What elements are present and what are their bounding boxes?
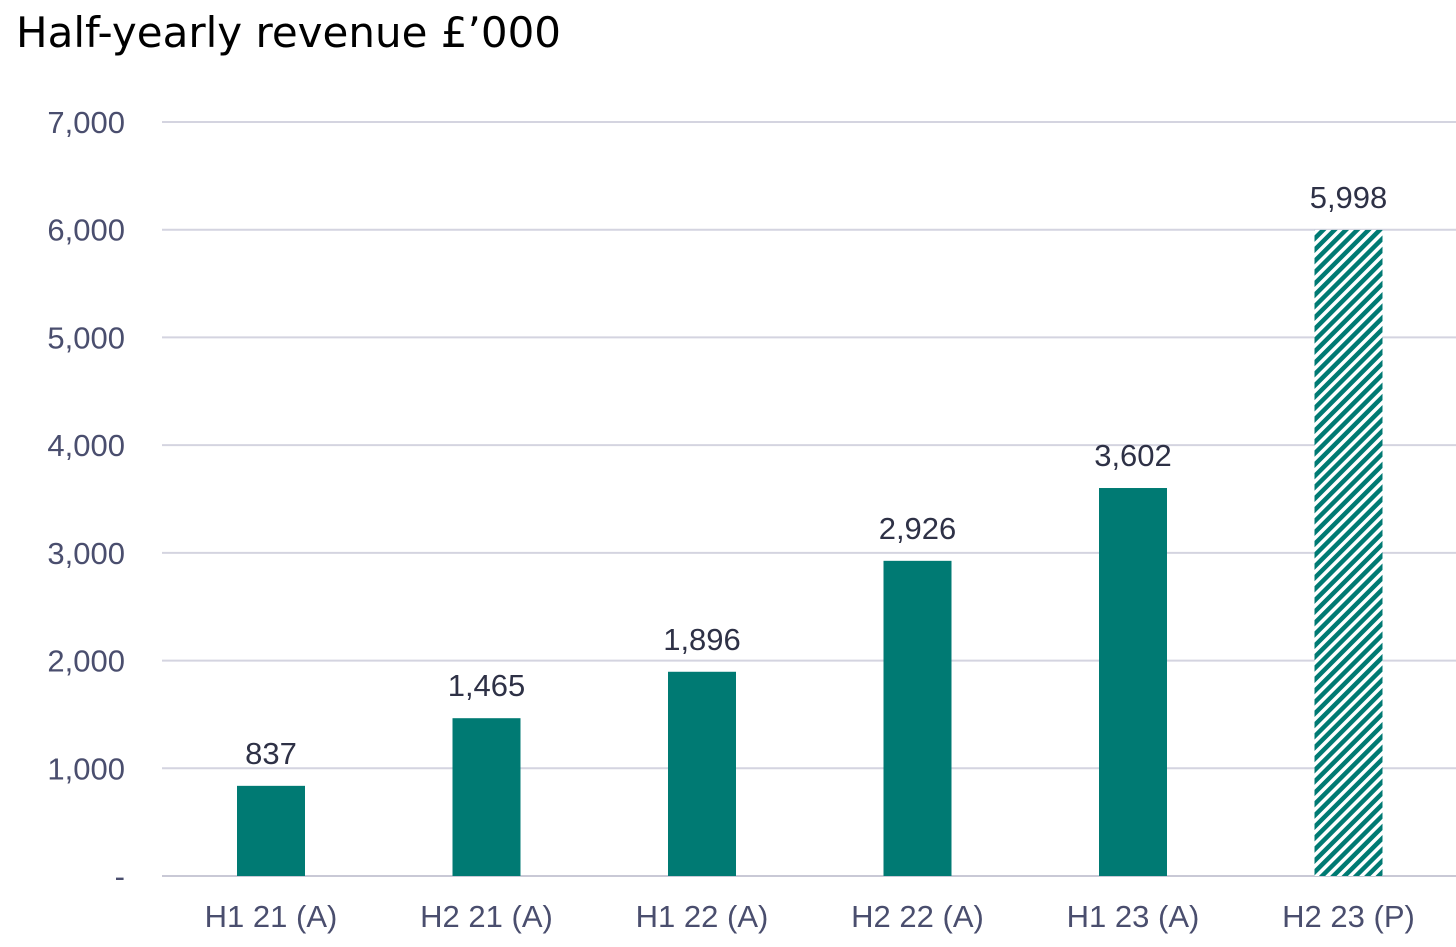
gridlines	[162, 121, 1456, 877]
y-tick-label: 6,000	[47, 213, 125, 248]
bars	[237, 229, 1383, 877]
y-axis-tick-labels: - 1,000 2,000 3,000 4,000 5,000 6,000 7,000	[47, 105, 125, 894]
data-labels: 837 1,465 1,896 2,926 3,602 5,998	[245, 180, 1387, 771]
data-label: 5,998	[1310, 180, 1388, 215]
data-label: 2,926	[879, 511, 957, 546]
x-tick-label: H1 22 (A)	[636, 899, 769, 934]
x-tick-label: H1 21 (A)	[205, 899, 338, 934]
y-tick-label: 1,000	[47, 751, 125, 786]
bar	[1099, 488, 1167, 876]
x-tick-label: H2 22 (A)	[851, 899, 984, 934]
bar	[237, 785, 305, 876]
y-tick-label: 7,000	[47, 105, 125, 140]
chart-title: Half-yearly revenue £’000	[16, 8, 562, 57]
bar	[452, 718, 521, 876]
bar	[668, 671, 736, 876]
data-label: 837	[245, 736, 297, 771]
y-tick-label: 4,000	[47, 428, 125, 463]
x-tick-label: H1 23 (A)	[1067, 899, 1200, 934]
bar-projected	[1314, 229, 1383, 877]
data-label: 3,602	[1094, 438, 1172, 473]
y-tick-label: 5,000	[47, 320, 125, 355]
x-tick-label: H2 23 (P)	[1282, 899, 1415, 934]
data-label: 1,465	[448, 668, 526, 703]
y-tick-label: 3,000	[47, 536, 125, 571]
y-tick-label: 2,000	[47, 644, 125, 679]
x-tick-label: H2 21 (A)	[420, 899, 553, 934]
x-axis-tick-labels: H1 21 (A) H2 21 (A) H1 22 (A) H2 22 (A) H1 2…	[205, 899, 1415, 934]
data-label: 1,896	[663, 622, 741, 657]
bar	[883, 560, 952, 876]
y-tick-label: -	[115, 859, 125, 894]
